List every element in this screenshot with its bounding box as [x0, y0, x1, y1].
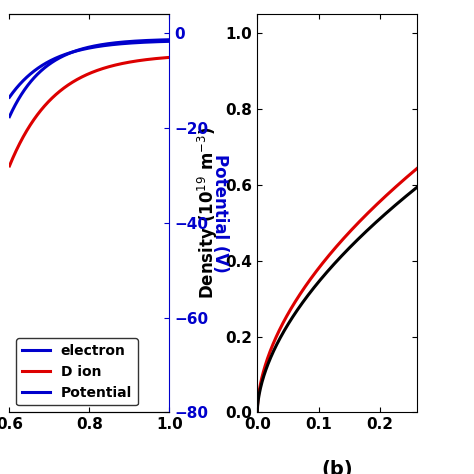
D ion: [93, 68, 99, 74]
Potential: [93, 44, 99, 50]
Line: electron: electron: [9, 40, 169, 117]
Y-axis label: Potential (V): Potential (V): [211, 154, 229, 273]
Line: D ion: D ion: [9, 57, 169, 166]
D ion: [83, 72, 89, 78]
Potential: [83, 46, 89, 52]
Potential: [166, 38, 172, 44]
Potential: [163, 38, 168, 44]
electron: [93, 43, 99, 48]
electron: [102, 41, 108, 47]
Potential: [102, 43, 108, 48]
electron: [7, 114, 12, 119]
Potential: [82, 46, 88, 52]
Line: Potential: Potential: [9, 41, 169, 97]
D ion: [102, 65, 108, 71]
D ion: [137, 57, 143, 63]
Potential: [137, 40, 143, 46]
electron: [163, 37, 168, 43]
Y-axis label: Density (10$^{19}$ m$^{-3}$): Density (10$^{19}$ m$^{-3}$): [196, 127, 220, 300]
electron: [137, 38, 143, 44]
D ion: [166, 55, 172, 60]
Potential: [7, 94, 12, 100]
electron: [166, 37, 172, 43]
electron: [83, 45, 89, 51]
electron: [82, 45, 88, 51]
D ion: [163, 55, 168, 61]
Text: (b): (b): [321, 460, 353, 474]
D ion: [7, 163, 12, 169]
D ion: [82, 73, 88, 78]
Legend: electron, D ion, Potential: electron, D ion, Potential: [17, 338, 137, 405]
